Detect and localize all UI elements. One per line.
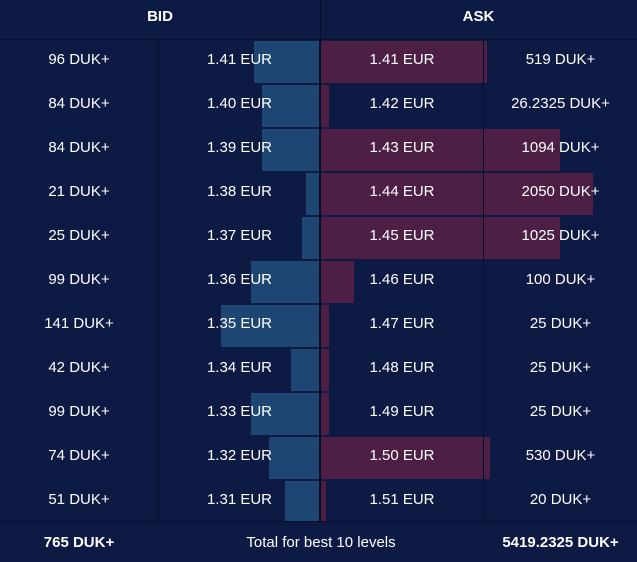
bid-depth-bar <box>306 173 320 215</box>
ask-quantity: 519 DUK+ <box>525 51 596 68</box>
bid-depth-bar <box>251 393 320 435</box>
ask-depth-bar <box>321 481 326 523</box>
bid-qty-divider <box>158 40 159 521</box>
bid-quantity: 51 DUK+ <box>48 491 110 508</box>
order-book-row[interactable]: 42 DUK+ 1.34 EUR 1.48 EUR 25 DUK+ <box>0 348 637 392</box>
bid-depth-bar <box>262 85 320 127</box>
bid-quantity: 74 DUK+ <box>48 447 110 464</box>
ask-quantity: 25 DUK+ <box>529 359 592 376</box>
ask-quantity: 2050 DUK+ <box>521 183 600 200</box>
ask-depth-bar <box>321 129 560 171</box>
ask-qty-divider <box>483 40 484 521</box>
ask-quantity: 100 DUK+ <box>525 271 596 288</box>
ask-quantity: 1025 DUK+ <box>521 227 600 244</box>
ask-quantity: 530 DUK+ <box>525 447 596 464</box>
ask-depth-bar <box>321 393 329 435</box>
bid-price: 1.34 EUR <box>206 359 273 376</box>
order-book-footer: 765 DUK+ Total for best 10 levels 5419.2… <box>0 521 637 562</box>
ask-depth-bar <box>321 41 487 83</box>
order-book-row[interactable]: 99 DUK+ 1.36 EUR 1.46 EUR 100 DUK+ <box>0 260 637 304</box>
bid-depth-bar <box>262 129 320 171</box>
bid-depth-bar <box>254 41 320 83</box>
order-book-header: BID ASK <box>0 0 637 40</box>
bid-quantity: 99 DUK+ <box>48 403 110 420</box>
ask-quantity: 20 DUK+ <box>529 491 592 508</box>
bid-quantity: 84 DUK+ <box>48 95 110 112</box>
order-book-rows: 96 DUK+ 1.41 EUR 1.41 EUR 519 DUK+ 84 DUK+ 1.… <box>0 40 637 524</box>
center-divider <box>319 40 321 521</box>
ask-price: 1.49 EUR <box>369 403 435 420</box>
order-book-row[interactable]: 74 DUK+ 1.32 EUR 1.50 EUR 530 DUK+ <box>0 436 637 480</box>
ask-price: 1.51 EUR <box>369 491 435 508</box>
bid-quantity: 99 DUK+ <box>48 271 110 288</box>
ask-price: 1.43 EUR <box>369 139 435 156</box>
ask-depth-bar <box>321 261 354 303</box>
bid-price: 1.31 EUR <box>206 491 273 508</box>
bid-quantity: 84 DUK+ <box>48 139 110 156</box>
bid-price: 1.39 EUR <box>206 139 273 156</box>
bid-depth-bar <box>251 261 320 303</box>
ask-total: 5419.2325 DUK+ <box>502 534 619 551</box>
bid-price: 1.32 EUR <box>206 447 273 464</box>
bid-column-header: BID <box>147 8 173 25</box>
order-book-row[interactable]: 51 DUK+ 1.31 EUR 1.51 EUR 20 DUK+ <box>0 480 637 524</box>
bid-quantity: 42 DUK+ <box>48 359 110 376</box>
ask-column-header: ASK <box>462 8 495 25</box>
ask-quantity: 25 DUK+ <box>529 403 592 420</box>
bid-quantity: 96 DUK+ <box>48 51 110 68</box>
bid-price: 1.35 EUR <box>206 315 273 332</box>
ask-price: 1.47 EUR <box>369 315 435 332</box>
ask-depth-bar <box>321 173 593 215</box>
header-divider <box>320 0 321 40</box>
ask-quantity: 25 DUK+ <box>529 315 592 332</box>
bid-depth-bar <box>269 437 320 479</box>
bid-price: 1.38 EUR <box>206 183 273 200</box>
ask-price: 1.48 EUR <box>369 359 435 376</box>
bid-depth-bar <box>221 305 320 347</box>
order-book-row[interactable]: 84 DUK+ 1.39 EUR 1.43 EUR 1094 DUK+ <box>0 128 637 172</box>
ask-price: 1.50 EUR <box>369 447 435 464</box>
ask-depth-bar <box>321 437 490 479</box>
ask-price: 1.45 EUR <box>369 227 435 244</box>
ask-depth-bar <box>321 217 560 259</box>
ask-depth-bar <box>321 85 329 127</box>
order-book-row[interactable]: 99 DUK+ 1.33 EUR 1.49 EUR 25 DUK+ <box>0 392 637 436</box>
bid-quantity: 21 DUK+ <box>48 183 110 200</box>
bid-price: 1.41 EUR <box>206 51 273 68</box>
order-book-row[interactable]: 21 DUK+ 1.38 EUR 1.44 EUR 2050 DUK+ <box>0 172 637 216</box>
bid-price: 1.40 EUR <box>206 95 273 112</box>
bid-depth-bar <box>285 481 320 523</box>
order-book-row[interactable]: 84 DUK+ 1.40 EUR 1.42 EUR 26.2325 DUK+ <box>0 84 637 128</box>
ask-price: 1.46 EUR <box>369 271 435 288</box>
bid-depth-bar <box>302 217 320 259</box>
ask-price: 1.42 EUR <box>369 95 435 112</box>
total-label: Total for best 10 levels <box>246 534 396 551</box>
ask-quantity: 26.2325 DUK+ <box>511 95 610 112</box>
bid-depth-bar <box>291 349 320 391</box>
order-book-row[interactable]: 96 DUK+ 1.41 EUR 1.41 EUR 519 DUK+ <box>0 40 637 84</box>
bid-price: 1.37 EUR <box>206 227 273 244</box>
ask-price: 1.44 EUR <box>369 183 435 200</box>
bid-quantity: 25 DUK+ <box>48 227 110 244</box>
bid-quantity: 141 DUK+ <box>44 315 114 332</box>
bid-price: 1.36 EUR <box>206 271 273 288</box>
ask-depth-bar <box>321 349 329 391</box>
ask-price: 1.41 EUR <box>369 51 435 68</box>
bid-total: 765 DUK+ <box>43 534 115 551</box>
ask-depth-bar <box>321 305 329 347</box>
order-book-row[interactable]: 25 DUK+ 1.37 EUR 1.45 EUR 1025 DUK+ <box>0 216 637 260</box>
order-book-row[interactable]: 141 DUK+ 1.35 EUR 1.47 EUR 25 DUK+ <box>0 304 637 348</box>
bid-price: 1.33 EUR <box>206 403 273 420</box>
ask-quantity: 1094 DUK+ <box>521 139 600 156</box>
